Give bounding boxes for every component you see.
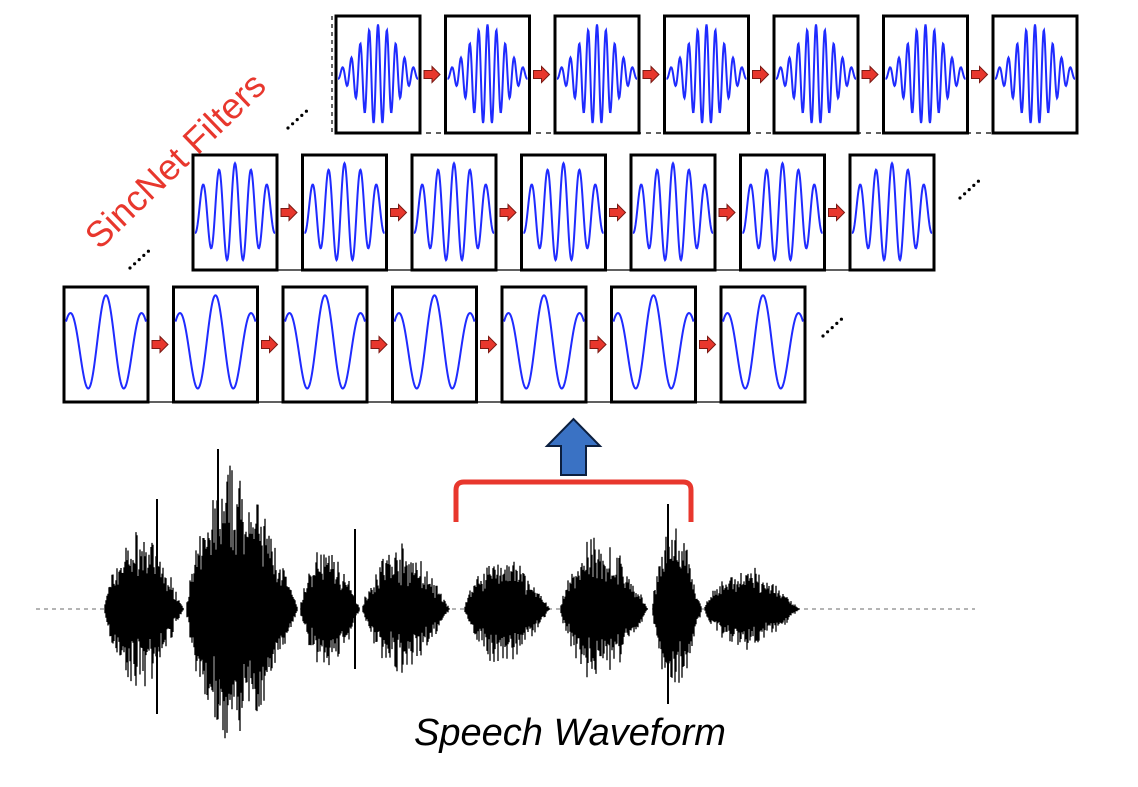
filter-frame-border xyxy=(739,153,826,272)
right-arrow-icon xyxy=(861,65,879,84)
filter-curve xyxy=(393,294,476,390)
right-arrow-icon xyxy=(280,203,298,222)
right-arrow-icon xyxy=(151,335,169,354)
filter-curve xyxy=(742,161,823,263)
filter-frame xyxy=(553,14,641,135)
filter-frame xyxy=(739,153,826,272)
filter-frame-border xyxy=(172,285,259,404)
filter-curve xyxy=(722,294,804,390)
filter-frame-border xyxy=(610,285,697,404)
filter-curve xyxy=(851,161,933,263)
right-arrow-icon xyxy=(390,203,408,222)
filter-frame xyxy=(991,14,1079,135)
speech-waveform xyxy=(104,465,800,739)
filter-frame xyxy=(848,153,936,272)
right-arrow-icon xyxy=(261,335,279,354)
right-arrow-icon xyxy=(423,65,441,84)
filter-frame-border xyxy=(191,153,279,272)
filter-curve xyxy=(65,294,147,390)
right-arrow-icon xyxy=(370,335,388,354)
right-arrow-icon xyxy=(971,65,989,84)
ellipsis xyxy=(128,249,150,270)
filter-frame xyxy=(663,14,750,135)
ellipsis xyxy=(821,317,844,338)
filter-frame-border xyxy=(500,285,588,404)
filter-frame xyxy=(772,14,860,135)
filter-curve xyxy=(447,24,528,124)
right-arrow-icon xyxy=(499,203,517,222)
filter-frame xyxy=(882,14,969,135)
right-arrow-icon xyxy=(718,203,736,222)
bracket-icon xyxy=(453,479,694,522)
filter-curve xyxy=(304,161,385,263)
filter-curve xyxy=(632,161,714,263)
filter-frame xyxy=(391,285,478,404)
filter-frame-border xyxy=(410,153,498,272)
filter-frame xyxy=(301,153,388,272)
filter-curve xyxy=(666,24,747,124)
filter-frame-border xyxy=(629,153,717,272)
right-arrow-icon xyxy=(642,65,660,84)
filter-curve xyxy=(503,294,585,390)
filter-curve xyxy=(523,161,604,263)
row-high-frequency xyxy=(331,14,1079,135)
right-arrow-icon xyxy=(752,65,770,84)
filter-frame xyxy=(500,285,588,404)
filter-frame xyxy=(610,285,697,404)
filter-curve xyxy=(194,161,276,263)
filter-frame xyxy=(191,153,279,272)
filter-frame xyxy=(172,285,259,404)
right-arrow-icon xyxy=(480,335,498,354)
filter-frame xyxy=(281,285,369,404)
right-arrow-icon xyxy=(828,203,846,222)
right-arrow-icon xyxy=(589,335,607,354)
filter-frame xyxy=(444,14,531,135)
filter-curve xyxy=(885,24,966,124)
filter-frame-border xyxy=(391,285,478,404)
filter-curve xyxy=(174,294,257,390)
filter-frame-border xyxy=(719,285,807,404)
ellipsis xyxy=(286,109,308,130)
right-arrow-icon xyxy=(533,65,551,84)
up-arrow-icon xyxy=(544,417,603,476)
filter-curve xyxy=(284,294,366,390)
ellipsis xyxy=(958,179,981,200)
filter-frame xyxy=(334,14,422,135)
filter-frame-border xyxy=(301,153,388,272)
filter-frame-border xyxy=(520,153,607,272)
filter-frame-border xyxy=(62,285,150,404)
filter-curve xyxy=(612,294,695,390)
filter-frame xyxy=(62,285,150,404)
filter-frame-border xyxy=(281,285,369,404)
filter-curve xyxy=(337,24,419,124)
filter-frame xyxy=(410,153,498,272)
filter-curve xyxy=(775,24,857,124)
right-arrow-icon xyxy=(609,203,627,222)
filter-frame xyxy=(719,285,807,404)
filter-frame xyxy=(520,153,607,272)
filter-frame xyxy=(629,153,717,272)
filter-curve xyxy=(994,24,1076,124)
filter-curve xyxy=(413,161,495,263)
row-low-frequency xyxy=(62,285,807,404)
right-arrow-icon xyxy=(699,335,717,354)
filter-frame-border xyxy=(848,153,936,272)
row-mid-frequency xyxy=(191,153,936,272)
waveform-caption: Speech Waveform xyxy=(414,712,726,754)
filter-curve xyxy=(556,24,638,124)
